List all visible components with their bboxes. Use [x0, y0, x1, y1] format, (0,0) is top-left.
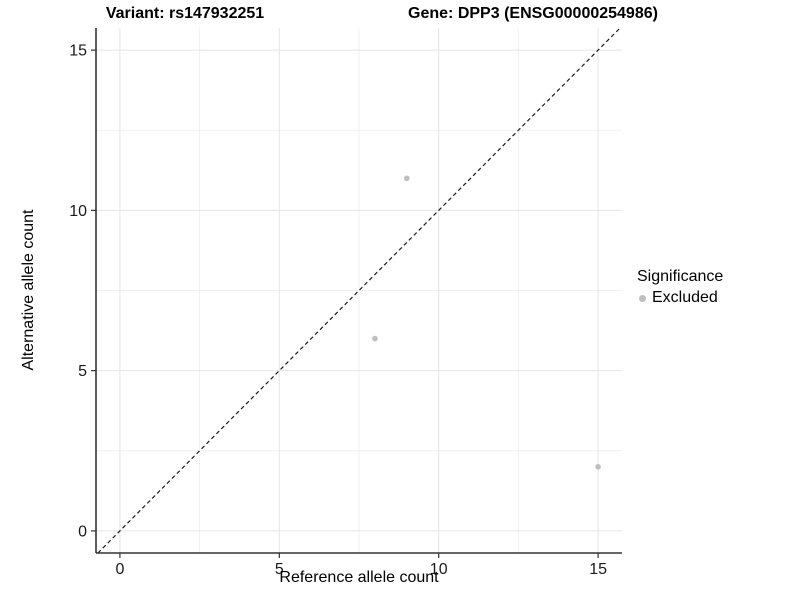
- x-tick-label: 0: [115, 561, 124, 578]
- y-axis-title: Alternative allele count: [20, 209, 37, 371]
- x-tick-label: 15: [589, 561, 607, 578]
- legend-title: Significance: [637, 268, 724, 285]
- y-tick-label: 15: [69, 43, 87, 60]
- legend-key-dot-icon: [639, 294, 646, 302]
- gene-title: Gene: DPP3 (ENSG00000254986): [408, 5, 658, 22]
- legend-item-excluded: Excluded: [637, 289, 723, 307]
- legend: Significance Excluded: [637, 267, 723, 307]
- legend-item-label: Excluded: [652, 289, 718, 306]
- variant-title: Variant: rs147932251: [105, 5, 265, 22]
- y-tick-label: 5: [78, 363, 87, 380]
- y-tick-label: 10: [69, 203, 87, 220]
- x-tick-label: 5: [275, 561, 284, 578]
- x-tick-label: 10: [430, 561, 448, 578]
- identity-reference-line: [97, 27, 621, 554]
- x-axis-title: Reference allele count: [279, 569, 439, 586]
- data-point: [404, 175, 410, 182]
- data-point: [372, 335, 378, 342]
- y-tick-label: 0: [78, 523, 87, 540]
- data-point: [595, 463, 601, 470]
